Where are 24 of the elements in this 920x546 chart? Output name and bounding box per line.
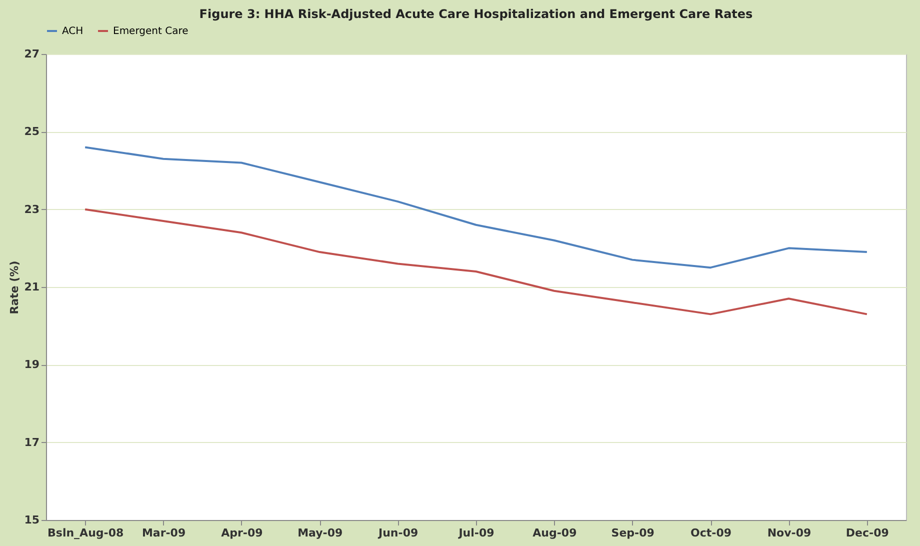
y-tick-label: 23 xyxy=(24,202,40,216)
x-tick-label: Apr-09 xyxy=(221,526,263,540)
x-tick-label: Aug-09 xyxy=(532,526,577,540)
x-tick-label: Jun-09 xyxy=(378,526,418,540)
line-series xyxy=(84,146,868,269)
x-tick-label: Mar-09 xyxy=(142,526,186,540)
line-series xyxy=(84,208,868,316)
y-tick-label: 21 xyxy=(24,280,40,294)
y-tick-label: 15 xyxy=(24,514,40,526)
y-axis-title: Rate (%) xyxy=(8,260,22,314)
x-tick-label: Jul-09 xyxy=(458,526,494,540)
chart-title: Figure 3: HHA Risk-Adjusted Acute Care Hospitalization and Emergent Care Rates xyxy=(199,7,753,21)
x-tick-label: Nov-09 xyxy=(767,526,812,540)
y-tick-label: 27 xyxy=(24,48,40,60)
x-tick-label: Bsln_Aug-08 xyxy=(48,526,124,540)
legend-label: ACH xyxy=(62,26,84,37)
x-tick-label: May-09 xyxy=(298,526,343,540)
y-tick-label: 25 xyxy=(24,125,40,138)
y-tick-label: 17 xyxy=(24,436,40,449)
legend-label: Emergent Care xyxy=(113,26,188,37)
x-tick-label: Dec-09 xyxy=(846,526,889,540)
x-tick-label: Oct-09 xyxy=(690,526,732,540)
y-tick-label: 19 xyxy=(24,358,40,372)
x-tick-label: Sep-09 xyxy=(611,526,654,540)
